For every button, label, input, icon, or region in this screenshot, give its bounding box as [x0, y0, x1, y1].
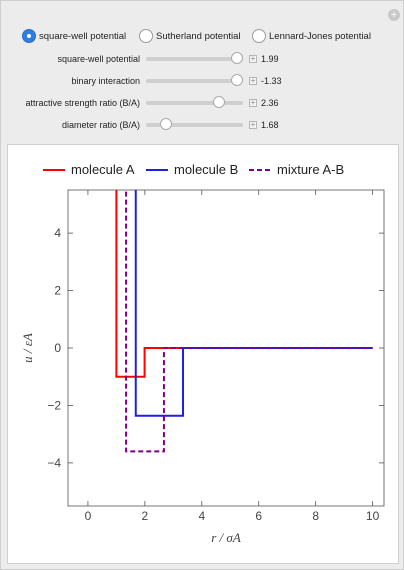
y-tick-label: 0 [54, 341, 61, 355]
x-tick-label: 2 [142, 509, 149, 523]
x-tick-label: 8 [312, 509, 319, 523]
y-tick-label: 2 [54, 284, 61, 298]
slider-track[interactable] [146, 96, 243, 108]
series-line-mixture-a-b [125, 190, 373, 453]
slider-thumb[interactable] [231, 74, 244, 86]
expand-plus-icon[interactable]: + [249, 120, 257, 129]
radio-label: Lennard-Jones potential [269, 30, 371, 42]
radio-label: Sutherland potential [156, 30, 241, 42]
slider-thumb[interactable] [231, 52, 244, 64]
slider-track[interactable] [146, 52, 244, 64]
control-attractive-strength-ratio: attractive strength ratio (B/A) + 2.36 [1, 96, 404, 110]
control-diameter-ratio: diameter ratio (B/A) + 1.68 [1, 118, 404, 132]
radio-sutherland[interactable]: Sutherland potential [139, 28, 241, 44]
control-binary-interaction: binary interaction + -1.33 [1, 74, 404, 88]
radio-square-well[interactable]: square-well potential [22, 28, 126, 44]
legend-label: mixture A-B [277, 162, 344, 177]
control-value: 2.36 [261, 98, 279, 108]
y-axis-label: u / εA [20, 333, 35, 363]
expand-plus-icon[interactable]: + [249, 54, 257, 63]
plot-panel: 0 2 4 6 8 10 −4 −2 0 2 4 molecule A molecule B mixtur… [7, 144, 399, 564]
radio-unselected-icon[interactable] [252, 29, 266, 43]
control-label: binary interaction [71, 76, 140, 86]
reset-icon[interactable]: + [388, 9, 400, 21]
control-value: -1.33 [261, 76, 282, 86]
radio-lennard-jones[interactable]: Lennard-Jones potential [252, 28, 371, 44]
slider-track[interactable] [146, 118, 243, 130]
expand-plus-icon[interactable]: + [249, 98, 257, 107]
legend-label: molecule A [71, 162, 135, 177]
slider-thumb[interactable] [212, 96, 225, 108]
slider-thumb[interactable] [160, 118, 173, 130]
slider-track[interactable] [146, 74, 244, 86]
y-tick-label: −4 [47, 456, 61, 470]
x-tick-label: 4 [198, 509, 205, 523]
radio-unselected-icon[interactable] [139, 29, 153, 43]
control-label: diameter ratio (B/A) [61, 120, 140, 130]
control-square-well: square-well potential + 1.99 [1, 52, 404, 66]
y-tick-label: 4 [54, 226, 61, 240]
x-axis-label: r / σA [211, 530, 241, 545]
control-label: square-well potential [57, 54, 140, 64]
x-tick-label: 6 [255, 509, 262, 523]
control-value: 1.68 [261, 120, 279, 130]
expand-plus-icon[interactable]: + [249, 76, 257, 85]
legend-label: molecule B [174, 162, 238, 177]
control-value: 1.99 [261, 54, 279, 64]
x-tick-label: 0 [85, 509, 92, 523]
potential-chart: 0 2 4 6 8 10 −4 −2 0 2 4 molecule A molecule B mixtur… [20, 162, 385, 545]
radio-selected-icon[interactable] [22, 29, 36, 43]
radio-label: square-well potential [39, 30, 127, 42]
x-tick-label: 10 [366, 509, 380, 523]
control-label: attractive strength ratio (B/A) [25, 98, 140, 108]
y-tick-label: −2 [47, 398, 61, 412]
